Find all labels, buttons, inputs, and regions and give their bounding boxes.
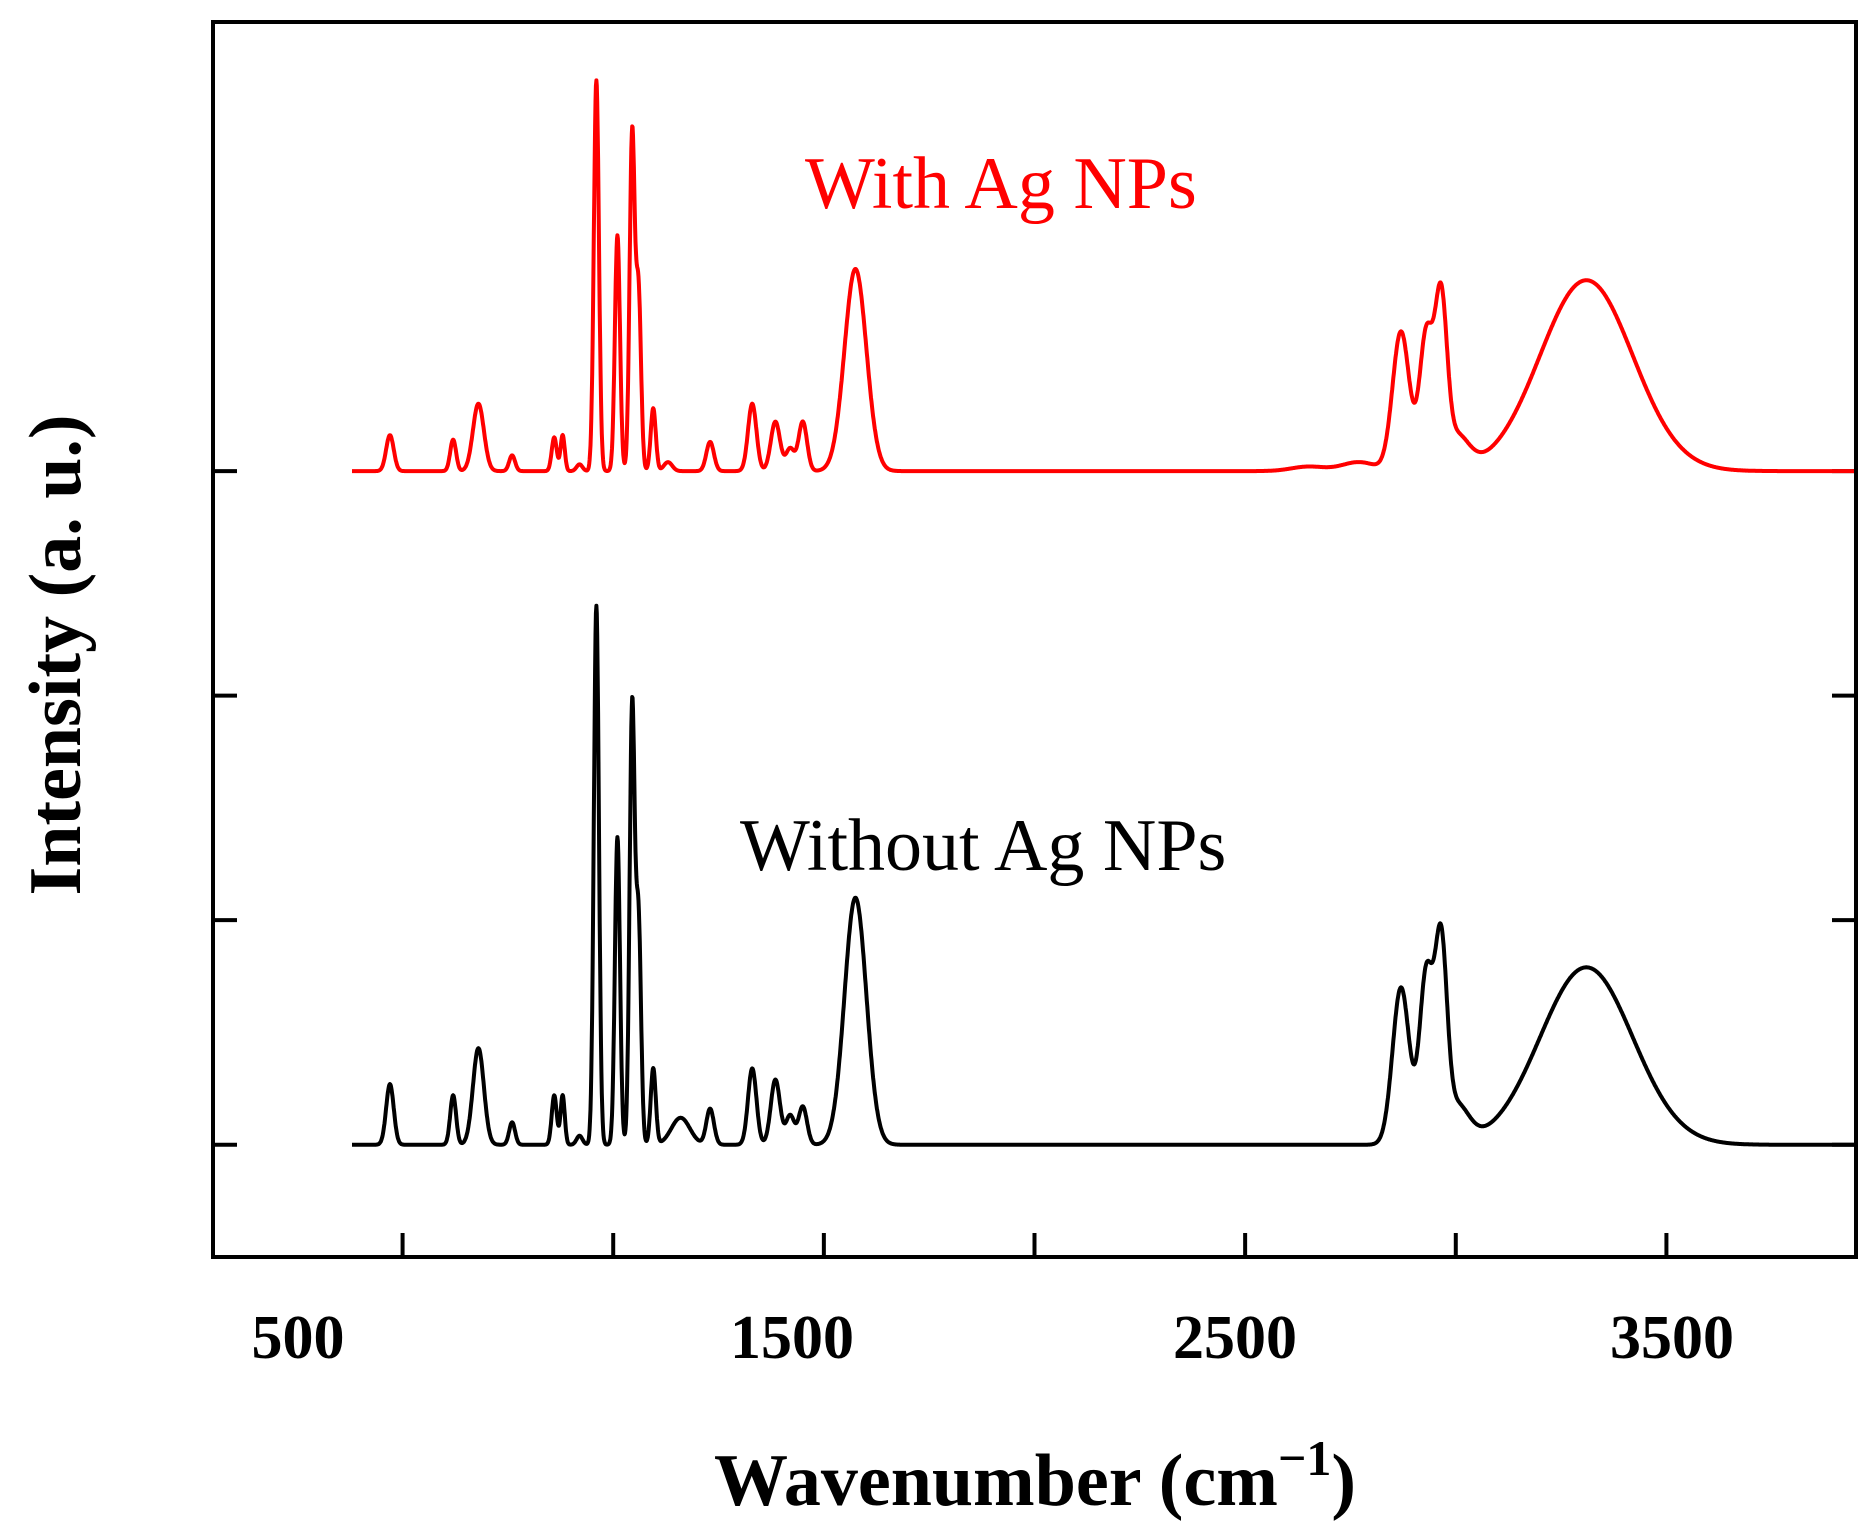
x-axis-title: Wavenumber (cm−1) <box>714 1430 1356 1522</box>
series-line-without-ag-nps <box>350 603 1858 1147</box>
x-tick-labels: 500 1500 2500 3500 <box>252 1304 1735 1372</box>
x-tick-label: 1500 <box>730 1304 854 1372</box>
x-tick-label: 3500 <box>1610 1304 1734 1372</box>
x-tick-label: 2500 <box>1173 1304 1297 1372</box>
x-tick-label: 500 <box>252 1304 345 1372</box>
plot-frame <box>211 20 1858 1259</box>
series-label-with: With Ag NPs <box>805 143 1197 225</box>
series-label-without: Without Ag NPs <box>740 805 1226 887</box>
y-axis-title: Intensity (a. u.) <box>15 414 97 895</box>
series-line-with-ag-nps <box>350 78 1858 474</box>
